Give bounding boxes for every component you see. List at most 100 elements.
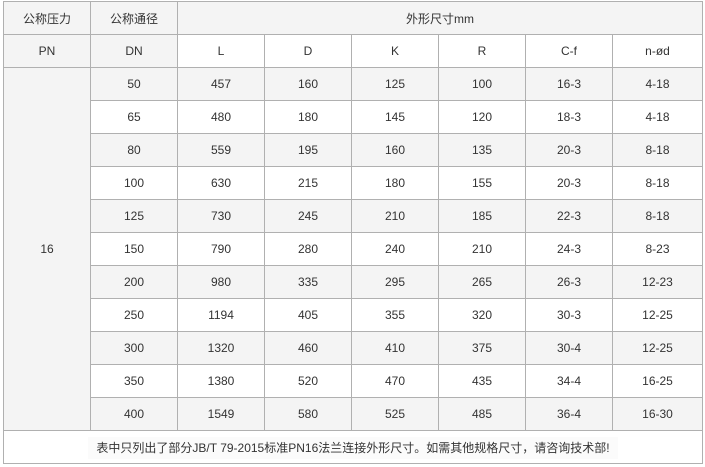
column-header: C-f: [525, 34, 613, 68]
table-row: 200 980 335 295 265 26-3 12-23: [4, 265, 703, 299]
dn-header: DN: [90, 34, 178, 68]
dimension-cell: 24-3: [525, 232, 613, 266]
dimension-cell: 22-3: [525, 199, 613, 233]
table-row: 80 559 195 160 135 20-3 8-18: [4, 133, 703, 167]
dimension-cell: 8-18: [612, 166, 703, 200]
dimension-cell: 485: [438, 397, 526, 431]
footnote-row: 表中只列出了部分JB/T 79-2015标准PN16法兰连接外形尺寸。如需其他规…: [3, 430, 703, 464]
dimension-cell: 457: [177, 67, 265, 101]
dimension-cell: 460: [264, 331, 352, 365]
dimension-cell: 135: [438, 133, 526, 167]
dimension-cell: 520: [264, 364, 352, 398]
dimension-cell: 1380: [177, 364, 265, 398]
dimension-cell: 295: [351, 265, 439, 299]
dimension-cell: 405: [264, 298, 352, 332]
table-row: 125 730 245 210 185 22-3 8-18: [4, 199, 703, 233]
pn-value-cell: 16: [3, 67, 91, 431]
table-row: 16 50 457 160 125 100 16-3 4-18: [3, 67, 703, 431]
dimension-cell: 580: [264, 397, 352, 431]
dn-cell: 300: [90, 331, 178, 365]
header-row-1: 公称压力 公称通径 外形尺寸mm: [3, 1, 703, 35]
dimension-cell: 12-25: [612, 298, 703, 332]
dimension-cell: 265: [438, 265, 526, 299]
column-header: R: [438, 34, 526, 68]
dn-header-cn: 公称通径: [90, 1, 178, 35]
dimension-cell: 30-4: [525, 331, 613, 365]
table-row: 250 1194 405 355 320 30-3 12-25: [4, 298, 703, 332]
dimension-cell: 12-25: [612, 331, 703, 365]
dimension-cell: 1549: [177, 397, 265, 431]
dimension-cell: 410: [351, 331, 439, 365]
dimension-cell: 125: [351, 67, 439, 101]
table-row: 100 630 215 180 155 20-3 8-18: [4, 166, 703, 200]
table-row: 150 790 280 240 210 24-3 8-23: [4, 232, 703, 266]
table-row: 400 1549 580 525 485 36-4 16-30: [4, 397, 703, 431]
dims-group-header: 外形尺寸mm: [177, 1, 703, 35]
dimension-cell: 20-3: [525, 133, 613, 167]
dimension-cell: 280: [264, 232, 352, 266]
footnote-cell: 表中只列出了部分JB/T 79-2015标准PN16法兰连接外形尺寸。如需其他规…: [3, 430, 703, 464]
column-header: n-ød: [612, 34, 703, 68]
dimension-cell: 4-18: [612, 100, 703, 134]
column-header: D: [264, 34, 352, 68]
dimension-cell: 16-25: [612, 364, 703, 398]
dimension-cell: 180: [351, 166, 439, 200]
dimension-cell: 160: [351, 133, 439, 167]
dimension-cell: 36-4: [525, 397, 613, 431]
header-row-2: PN DN L D K R C-f n-ød: [3, 34, 703, 68]
dn-cell: 350: [90, 364, 178, 398]
dimension-cell: 435: [438, 364, 526, 398]
dimension-cell: 185: [438, 199, 526, 233]
dimension-cell: 4-18: [612, 67, 703, 101]
dimension-cell: 210: [351, 199, 439, 233]
dimension-cell: 980: [177, 265, 265, 299]
dimension-cell: 30-3: [525, 298, 613, 332]
dimension-cell: 355: [351, 298, 439, 332]
dimension-cell: 34-4: [525, 364, 613, 398]
dn-cell: 125: [90, 199, 178, 233]
dimension-cell: 240: [351, 232, 439, 266]
pn-header: PN: [3, 34, 91, 68]
dimension-cell: 195: [264, 133, 352, 167]
dimension-cell: 160: [264, 67, 352, 101]
dimension-cell: 320: [438, 298, 526, 332]
dimension-cell: 16-30: [612, 397, 703, 431]
dimension-cell: 20-3: [525, 166, 613, 200]
dimension-cell: 26-3: [525, 265, 613, 299]
dimension-cell: 1194: [177, 298, 265, 332]
dimension-cell: 1320: [177, 331, 265, 365]
dimension-cell: 155: [438, 166, 526, 200]
table-row: 300 1320 460 410 375 30-4 12-25: [4, 331, 703, 365]
dimension-cell: 180: [264, 100, 352, 134]
flange-dimension-table: 公称压力 公称通径 外形尺寸mm PN DN L D K R C-f n-ød …: [3, 1, 703, 464]
dimension-cell: 790: [177, 232, 265, 266]
column-header: K: [351, 34, 439, 68]
table-row: 65 480 180 145 120 18-3 4-18: [4, 100, 703, 134]
dn-cell: 50: [90, 67, 178, 101]
dimension-cell: 18-3: [525, 100, 613, 134]
dimension-cell: 8-18: [612, 133, 703, 167]
dimension-cell: 525: [351, 397, 439, 431]
dimension-cell: 480: [177, 100, 265, 134]
table-row: 350 1380 520 470 435 34-4 16-25: [4, 364, 703, 398]
dimension-cell: 8-23: [612, 232, 703, 266]
dimension-cell: 335: [264, 265, 352, 299]
pn-header-cn: 公称压力: [3, 1, 91, 35]
dimension-cell: 120: [438, 100, 526, 134]
dimension-cell: 215: [264, 166, 352, 200]
dn-cell: 100: [90, 166, 178, 200]
dn-cell: 65: [90, 100, 178, 134]
dimension-cell: 470: [351, 364, 439, 398]
dn-cell: 150: [90, 232, 178, 266]
dimension-cell: 730: [177, 199, 265, 233]
dimension-cell: 375: [438, 331, 526, 365]
dimension-cell: 210: [438, 232, 526, 266]
dn-cell: 250: [90, 298, 178, 332]
footnote-text: 表中只列出了部分JB/T 79-2015标准PN16法兰连接外形尺寸。如需其他规…: [88, 436, 618, 459]
dn-cell: 400: [90, 397, 178, 431]
dimension-cell: 245: [264, 199, 352, 233]
dimension-cell: 630: [177, 166, 265, 200]
dimension-cell: 100: [438, 67, 526, 101]
dimension-cell: 559: [177, 133, 265, 167]
dn-cell: 200: [90, 265, 178, 299]
